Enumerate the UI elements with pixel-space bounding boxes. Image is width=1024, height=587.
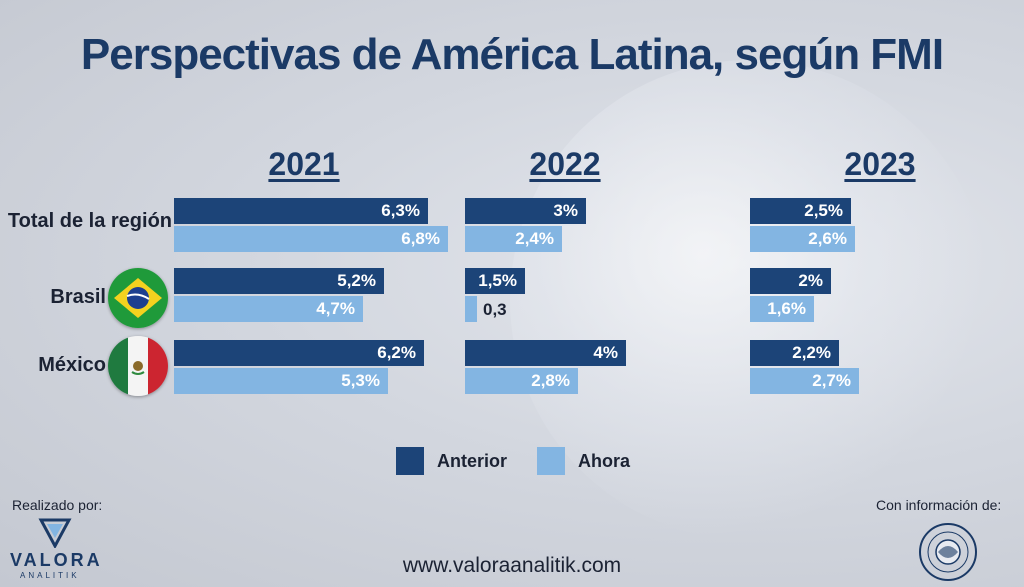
valora-logo-text: VALORA bbox=[10, 550, 103, 570]
legend-ahora-label: Ahora bbox=[578, 451, 631, 471]
legend-ahora-swatch bbox=[537, 447, 565, 475]
imf-seal-icon bbox=[918, 522, 978, 582]
bar-2023-1-anterior: 2% bbox=[750, 268, 831, 294]
bar-2021-0-ahora: 6,8% bbox=[174, 226, 448, 252]
chart-title: Perspectivas de América Latina, según FM… bbox=[80, 30, 944, 79]
bar-2022-1-ahora bbox=[465, 296, 477, 322]
website-url[interactable]: www.valoraanalitik.com bbox=[402, 554, 622, 577]
bar-2021-1-anterior: 5,2% bbox=[174, 268, 384, 294]
row-label-2: México bbox=[38, 354, 106, 376]
bar-value-label-2022-1-1: 0,3 bbox=[483, 300, 507, 319]
year-heading-2023: 2023 bbox=[844, 146, 916, 182]
row-label-1: Brasil bbox=[50, 286, 106, 308]
made-by-label: Realizado por: bbox=[12, 497, 103, 513]
mexico-flag-icon bbox=[108, 336, 168, 396]
valora-logo-icon bbox=[38, 518, 72, 548]
bar-2021-0-anterior: 6,3% bbox=[174, 198, 428, 224]
bar-2023-1-ahora: 1,6% bbox=[750, 296, 814, 322]
bar-2021-2-ahora: 5,3% bbox=[174, 368, 388, 394]
valora-logo: VALORA ANALITIK bbox=[10, 518, 100, 582]
bar-2023-0-anterior: 2,5% bbox=[750, 198, 851, 224]
bar-2023-0-ahora: 2,6% bbox=[750, 226, 855, 252]
legend-anterior-swatch bbox=[396, 447, 424, 475]
bar-2021-1-ahora: 4,7% bbox=[174, 296, 363, 322]
source-label: Con información de: bbox=[876, 497, 1002, 513]
bar-2023-2-ahora: 2,7% bbox=[750, 368, 859, 394]
valora-logo-subtext: ANALITIK bbox=[20, 571, 80, 580]
year-heading-2022: 2022 bbox=[529, 146, 601, 182]
brazil-flag-icon bbox=[108, 268, 168, 328]
bar-2022-2-ahora: 2,8% bbox=[465, 368, 578, 394]
legend-anterior-label: Anterior bbox=[437, 451, 508, 471]
bar-2022-1-anterior: 1,5% bbox=[465, 268, 525, 294]
bar-2023-2-anterior: 2,2% bbox=[750, 340, 839, 366]
bar-2021-2-anterior: 6,2% bbox=[174, 340, 424, 366]
bar-2022-0-anterior: 3% bbox=[465, 198, 586, 224]
year-heading-2021: 2021 bbox=[268, 146, 340, 182]
bar-2022-2-anterior: 4% bbox=[465, 340, 626, 366]
row-label-0: Total de la región bbox=[7, 210, 172, 232]
bar-2022-0-ahora: 2,4% bbox=[465, 226, 562, 252]
